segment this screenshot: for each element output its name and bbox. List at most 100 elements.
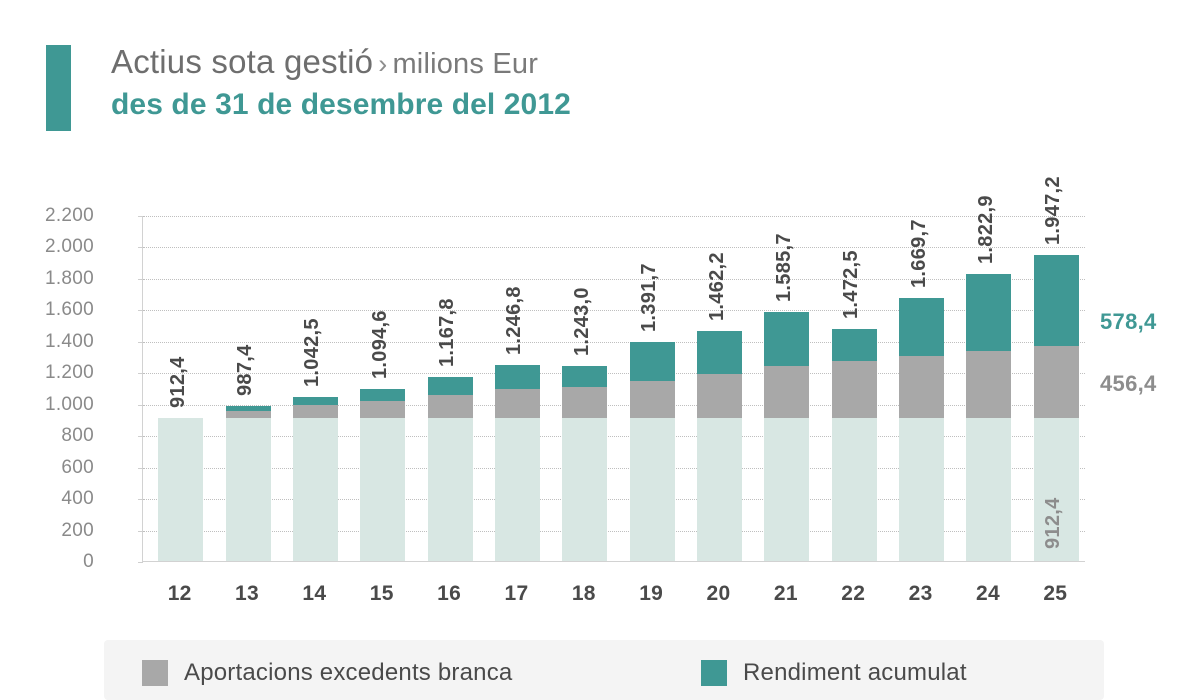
y-axis-tick-label: 200 xyxy=(61,519,94,541)
bar-value-label: 1.822,9 xyxy=(974,195,997,265)
bar-group[interactable]: 912,4 xyxy=(158,215,204,561)
bar-group[interactable]: 1.462,2 xyxy=(697,215,743,561)
legend-swatch-teal xyxy=(701,660,727,686)
y-axis-tick-mark xyxy=(138,499,143,501)
y-axis-tick-mark xyxy=(138,216,143,217)
plot-area: 912,4 987,4 1.042,5 1.094,6 1.167,8 1.246,8 1.… xyxy=(138,176,1085,563)
bar-value-label: 1.391,7 xyxy=(638,263,661,333)
x-axis-tick-label: 12 xyxy=(167,582,192,605)
bar-segment[interactable] xyxy=(360,401,406,418)
bar-segment[interactable] xyxy=(292,417,338,561)
bar-segment[interactable] xyxy=(831,417,877,561)
legend-label: Rendiment acumulat xyxy=(743,659,967,686)
bar-segment[interactable] xyxy=(629,342,675,381)
x-axis-tick-label: 16 xyxy=(437,582,462,605)
page-subtitle: des de 31 de desembre del 2012 xyxy=(111,88,571,121)
bar-group[interactable]: 1.585,7 xyxy=(764,215,810,561)
bar-segment[interactable] xyxy=(697,331,743,375)
bar-segment[interactable] xyxy=(225,417,271,561)
gridline xyxy=(143,278,1085,280)
bar-group[interactable]: 1.822,9 xyxy=(966,195,1012,561)
bar-segment[interactable] xyxy=(225,405,271,411)
bar-segment[interactable] xyxy=(158,417,204,561)
bar-segment[interactable] xyxy=(966,417,1012,561)
bar-segment[interactable] xyxy=(292,397,338,406)
bar-segment[interactable] xyxy=(1033,254,1079,346)
chart-legend: Aportacions excedents branca Rendiment a… xyxy=(104,640,1104,700)
bar-segment[interactable] xyxy=(225,410,271,418)
bar-segment[interactable] xyxy=(494,364,540,390)
gridline xyxy=(143,310,1085,312)
bar-group[interactable]: 1.669,7 xyxy=(899,215,945,561)
bar-segment[interactable] xyxy=(697,374,743,418)
bar-segment[interactable] xyxy=(899,298,945,356)
bar-segment[interactable] xyxy=(427,377,473,396)
y-axis-tick-mark xyxy=(138,436,143,438)
bar-segment[interactable] xyxy=(629,380,675,418)
bar-segment[interactable] xyxy=(697,417,743,561)
bar-segment[interactable] xyxy=(764,311,810,366)
bar-segment[interactable] xyxy=(629,417,675,561)
bar-value-label: 1.462,2 xyxy=(705,252,728,322)
bar-segment[interactable] xyxy=(427,417,473,561)
x-axis-tick-label: 24 xyxy=(975,582,1000,605)
bar-segment[interactable] xyxy=(360,388,406,402)
y-axis-tick-mark xyxy=(138,467,143,469)
bar-group[interactable]: 1.391,7 xyxy=(629,215,675,561)
bar-segment[interactable] xyxy=(764,417,810,561)
bar-value-label: 1.042,5 xyxy=(301,318,324,388)
bar-group[interactable]: 1.246,8 xyxy=(494,215,540,561)
y-axis-tick-label: 2.200 xyxy=(44,205,94,226)
bar-segment[interactable] xyxy=(831,360,877,418)
bar-segment[interactable] xyxy=(494,417,540,561)
y-axis-tick-label: 800 xyxy=(61,425,94,447)
x-axis-tick-label: 18 xyxy=(571,582,596,605)
bar-group[interactable]: 987,4 xyxy=(225,215,271,561)
bar-segment[interactable] xyxy=(360,417,406,561)
bar-segment[interactable] xyxy=(899,355,945,418)
gridline xyxy=(143,216,1085,217)
y-axis-tick-label: 1.000 xyxy=(44,393,94,415)
bar-segment[interactable] xyxy=(764,365,810,418)
bar-segment[interactable] xyxy=(831,329,877,361)
chart-container: 2.200 2.000 1.800 1.600 1.400 1.200 1.000 800 60… xyxy=(44,176,1157,605)
y-axis-tick-mark xyxy=(138,247,143,249)
bar-group[interactable]: 1.094,6 xyxy=(360,215,406,561)
legend-item-aportacions: Aportacions excedents branca xyxy=(142,659,512,687)
bar-group[interactable]: 1.167,8 xyxy=(427,215,473,561)
gridline xyxy=(143,247,1085,249)
bar-value-label: 1.094,6 xyxy=(368,310,391,379)
bar-group[interactable]: 1.243,0 xyxy=(562,215,608,561)
x-axis-tick-label: 17 xyxy=(504,582,529,605)
bar-base-value-label: 912,4 xyxy=(1042,497,1065,549)
title-unit-text: milions Eur xyxy=(392,48,539,80)
bar-segment[interactable] xyxy=(1033,417,1079,561)
y-axis-tick-label: 0 xyxy=(83,551,94,572)
y-axis-tick-label: 1.600 xyxy=(44,299,94,321)
gridline xyxy=(143,499,1085,501)
bar-segment[interactable] xyxy=(1033,345,1079,418)
x-axis-tick-label: 15 xyxy=(369,582,394,605)
bar-group[interactable]: 1.042,5 xyxy=(292,215,338,561)
bar-value-label: 1.167,8 xyxy=(436,298,459,368)
bar-segment[interactable] xyxy=(562,365,608,387)
x-axis-tick-label: 21 xyxy=(773,582,798,605)
bar-segment[interactable] xyxy=(562,386,608,418)
annotation-rendiment-acumulat: 578,4 xyxy=(1100,309,1157,334)
y-axis-tick-label: 400 xyxy=(61,488,94,510)
bar-segment[interactable] xyxy=(427,395,473,418)
bar-segment[interactable] xyxy=(292,405,338,418)
bar-value-label: 1.243,0 xyxy=(570,286,593,356)
bar-segment[interactable] xyxy=(899,417,945,561)
gridline xyxy=(143,530,1085,532)
bar-group[interactable]: 1.947,2 912,4 xyxy=(1033,176,1079,561)
bar-segment[interactable] xyxy=(966,350,1012,418)
y-axis-tick-label: 1.800 xyxy=(44,267,94,289)
bar-group[interactable]: 1.472,5 xyxy=(831,215,877,561)
bar-segment[interactable] xyxy=(562,417,608,561)
bar-segment[interactable] xyxy=(966,274,1012,351)
title-accent-bar xyxy=(46,45,71,131)
bar-segment[interactable] xyxy=(494,389,540,418)
legend-swatch-gray xyxy=(142,660,168,686)
title-chevron-icon: › xyxy=(378,49,388,79)
